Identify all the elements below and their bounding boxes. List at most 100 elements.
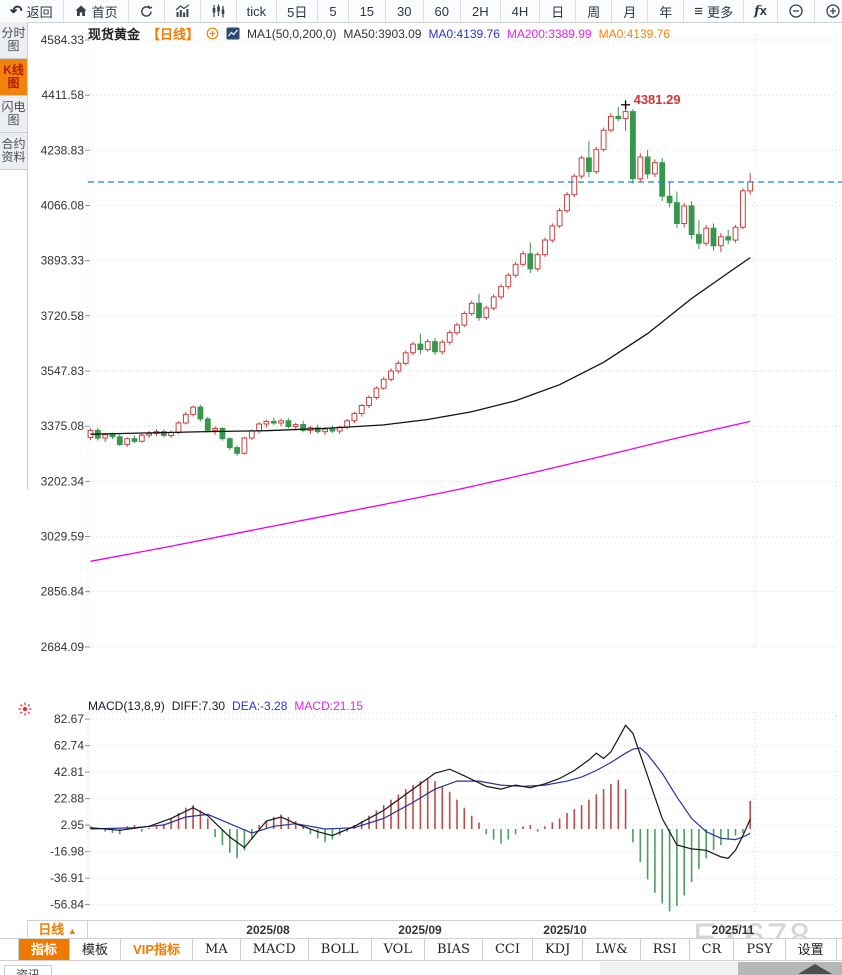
x-axis-label: 2025/08 [246,923,290,937]
toolbar-item-15min[interactable]: 15 [349,0,387,22]
macd-y-axis-label: 82.67 [54,712,84,726]
toolbar-item-zoom-in[interactable] [815,0,842,22]
ma0-orange-value: MA0:4139.76 [598,26,670,41]
indicator-tab-VOL[interactable]: VOL [371,939,425,960]
horizontal-scrollbar[interactable] [600,962,842,975]
time-axis-row: 日线 ▲ 2025/08 2025/09 2025/10 2025/11 [27,920,842,939]
chevron-up-icon: ▲ [67,926,77,936]
macd-y-axis-label: -16.98 [50,845,84,859]
macd-y-axis-label: 62.74 [54,739,84,753]
add-indicator-icon[interactable] [206,27,219,40]
toolbar-item-year[interactable]: 年 [648,0,685,22]
menu-icon: ≡ [694,2,704,20]
indicator-tab-MACD[interactable]: MACD [240,939,309,960]
y-axis-label: 4066.08 [41,199,85,213]
indicator-tab-KDJ[interactable]: KDJ [532,939,584,960]
toolbar-item-5day[interactable]: 5日 [277,0,319,22]
toolbar-item-4hour[interactable]: 4H [501,0,541,22]
macd-y-axis-label: -36.91 [50,871,84,885]
indicator-tab-RSI[interactable]: RSI [640,939,690,960]
x-axis-label: 2025/09 [398,923,442,937]
indicator-tab-PSY[interactable]: PSY [734,939,786,960]
zoom-out-icon [788,3,804,19]
y-axis-label: 2856.84 [41,585,85,599]
indicator-tab-MA[interactable]: MA [193,939,241,960]
indicator-toolbar: 指标 模板 VIP指标 MA MACD BOLL VOL BIAS CCI KDJ LW& RSI CR… [0,938,842,961]
macd-value: MACD:21.15 [294,699,364,713]
y-axis-label: 4584.33 [41,33,85,47]
y-axis-label: 3375.08 [41,419,85,433]
toolbar-item-line-chart[interactable] [165,0,201,22]
toolbar-item-more[interactable]: ≡ 更多 [684,0,745,22]
toolbar-item-label: 5日 [287,4,308,20]
sidebar-item[interactable]: 合约资料 [0,133,27,170]
toolbar-item-formula[interactable]: fx [744,0,778,22]
macd-y-axis-label: 22.88 [54,792,84,806]
tab-news-partial[interactable]: 资讯 [4,965,52,975]
indicator-tab-BIAS[interactable]: BIAS [424,939,483,960]
toolbar-item-label: 日 [551,4,565,20]
macd-dea-value: DEA:-3.28 [232,699,288,713]
toolbar-item-week[interactable]: 周 [576,0,613,22]
y-axis-label: 4411.58 [42,88,85,102]
indicator-tab-设置[interactable]: 设置 [785,939,837,960]
back-arrow-icon: ↶ [10,2,23,20]
sidebar-item[interactable]: 闪电图 [0,96,27,133]
dea-line [90,747,751,841]
mini-chart-icon[interactable] [226,27,240,40]
toolbar-item-refresh[interactable] [129,0,165,22]
toolbar-item-2hour[interactable]: 2H [461,0,501,22]
indicator-tab-LW&[interactable]: LW& [583,939,641,960]
toolbar-item-home[interactable]: 首页 [64,0,129,22]
y-axis-label: 3029.59 [41,530,85,544]
refresh-icon [139,4,154,19]
period-selector-button[interactable]: 日线 ▲ [27,921,88,939]
toolbar-item-month[interactable]: 月 [612,0,649,22]
toolbar-item-label: 返回 [26,4,53,20]
toolbar-item-candle-chart[interactable] [201,0,237,22]
toolbar-item-30min[interactable]: 30 [386,0,424,22]
y-axis-label: 3720.58 [41,309,85,323]
period-selector-label: 日线 [38,922,65,937]
sidebar-item[interactable]: 分时图 [0,22,27,59]
period-tag: 【日线】 [147,27,200,42]
diff-line [90,724,751,859]
y-axis-label: 3202.34 [41,474,85,488]
indicator-tab-BOLL[interactable]: BOLL [308,939,372,960]
indicator-tab-CR[interactable]: CR [689,939,735,960]
toolbar-item-label: 15 [359,3,375,19]
toolbar-item-label: 2H [471,3,489,19]
y-axis-label: 3893.33 [41,254,85,268]
x-axis-label: 2025/11 [711,923,755,937]
indicator-tab-模板[interactable]: 模板 [70,939,122,960]
toolbar-item-label: 30 [397,3,412,19]
indicator-tab-指标[interactable]: 指标 [18,939,71,960]
toolbar-item-label: 周 [587,4,601,20]
indicator-tab-CCI[interactable]: CCI [482,939,533,960]
toolbar-item-tick[interactable]: tick [237,0,278,22]
y-axis-label: 2684.09 [41,640,85,654]
macd-title: MACD(13,8,9) [88,699,165,713]
collapse-up-arrow-icon[interactable] [798,964,832,974]
indicator-tab-VIP指标[interactable]: VIP指标 [121,939,193,960]
top-toolbar: ↶ 返回 首页 tick 5日 5 15 30 60 2H 4H 日 周 月 年 ≡ 更多 fx [0,0,842,23]
fx-icon: fx [754,3,767,19]
toolbar-item-zoom-out[interactable] [778,0,815,22]
toolbar-item-5min[interactable]: 5 [318,0,349,22]
toolbar-item-day[interactable]: 日 [540,0,577,22]
toolbar-item-60min[interactable]: 60 [424,0,461,22]
high-price-annotation: 4381.29 [634,92,681,107]
chart-type-sidebar: 分时图 K线图 闪电图 合约资料 [0,22,28,490]
toolbar-item-label: 5 [329,3,337,19]
indicator-settings-icon[interactable] [18,702,32,716]
ma50-line [90,257,751,435]
toolbar-item-back[interactable]: ↶ 返回 [0,0,64,22]
toolbar-item-label: 60 [434,3,449,19]
ma50-value: MA50:3903.09 [343,26,422,41]
toolbar-item-label: 4H [511,3,529,19]
sidebar-item[interactable]: K线图 [0,59,27,96]
macd-diff-value: DIFF:7.30 [171,699,226,713]
candlestick-series [87,104,754,456]
macd-header: MACD(13,8,9) DIFF:7.30 DEA:-3.28 MACD:21… [88,699,363,713]
macd-y-axis-label: 42.81 [54,765,84,779]
